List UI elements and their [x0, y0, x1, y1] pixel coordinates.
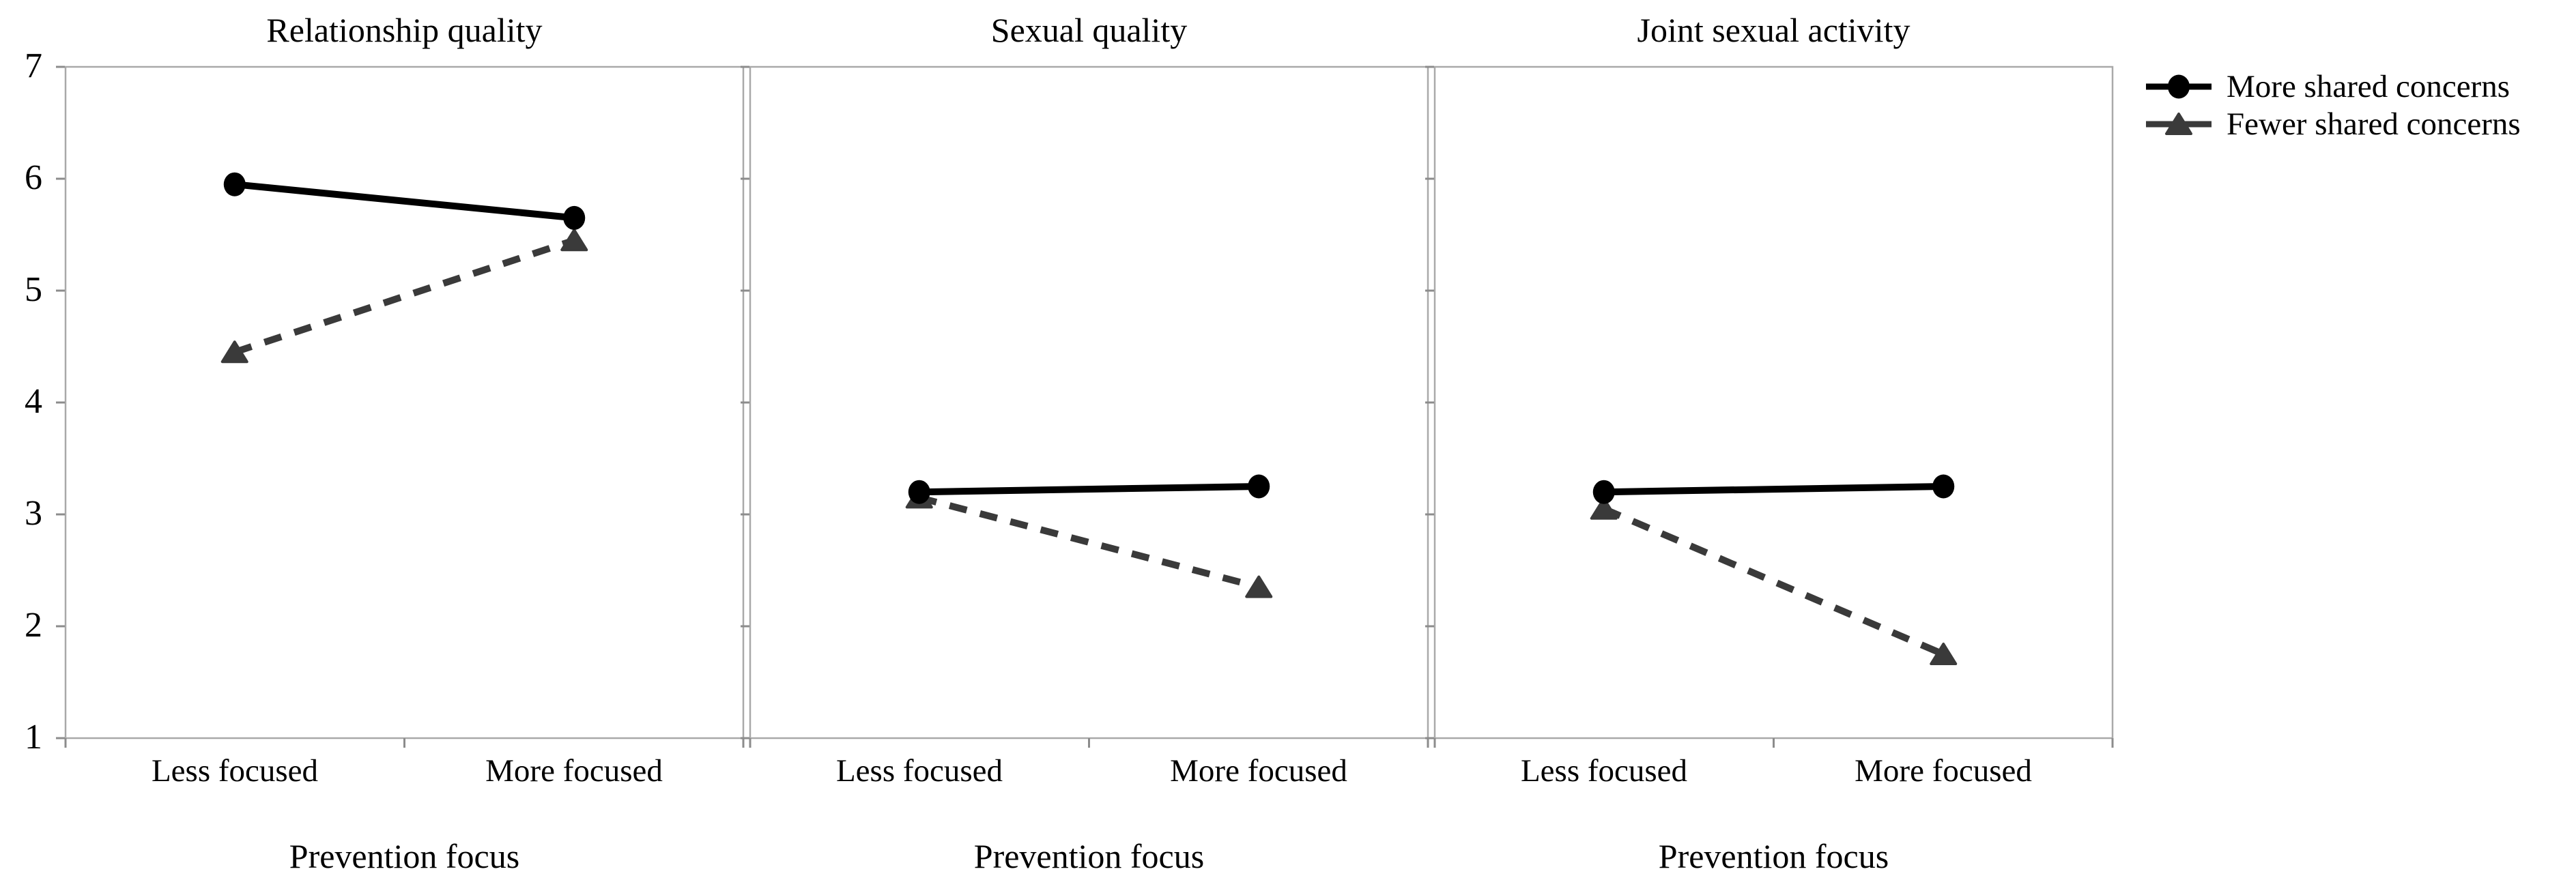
- legend-item-fewer-shared-concerns: Fewer shared concerns: [2145, 104, 2521, 144]
- legend-label: Fewer shared concerns: [2227, 106, 2521, 142]
- x-tick-label-more-focused: More focused: [1855, 753, 2032, 789]
- panel-canvas: [56, 65, 745, 748]
- x-axis-title-prevention-focus: Prevention focus: [973, 837, 1205, 875]
- y-tick-label-2: 2: [25, 606, 42, 645]
- x-tick-label-more-focused: More focused: [485, 753, 663, 789]
- y-tick-label-7: 7: [25, 46, 42, 85]
- x-axis-title-prevention-focus: Prevention focus: [1658, 837, 1889, 875]
- y-tick-label-5: 5: [25, 270, 42, 309]
- legend-circle-marker-icon: [2145, 68, 2216, 106]
- panel-canvas: [1425, 65, 2114, 748]
- x-tick-label-less-focused: Less focused: [151, 753, 319, 789]
- x-tick-label-less-focused: Less focused: [835, 753, 1003, 789]
- panel-title-joint-sexual-activity: Joint sexual activity: [1637, 11, 1910, 49]
- panel-plot-relationship-quality: [56, 65, 745, 748]
- y-tick-label-4: 4: [25, 382, 42, 421]
- y-tick-label-3: 3: [25, 494, 42, 533]
- panel-canvas: [741, 65, 1429, 748]
- panel-plot-sexual-quality: [741, 65, 1429, 748]
- legend-label: More shared concerns: [2227, 69, 2510, 104]
- x-tick-label-more-focused: More focused: [1170, 753, 1347, 789]
- panel-title-relationship-quality: Relationship quality: [266, 11, 543, 49]
- panel-title-sexual-quality: Sexual quality: [990, 11, 1188, 49]
- y-tick-label-1: 1: [25, 718, 42, 757]
- y-tick-label-6: 6: [25, 158, 42, 197]
- x-axis-title-prevention-focus: Prevention focus: [289, 837, 520, 875]
- legend-triangle-marker-icon: [2145, 105, 2216, 143]
- x-tick-label-less-focused: Less focused: [1520, 753, 1688, 789]
- legend-item-more-shared-concerns: More shared concerns: [2145, 67, 2510, 106]
- panel-plot-joint-sexual-activity: [1425, 65, 2114, 748]
